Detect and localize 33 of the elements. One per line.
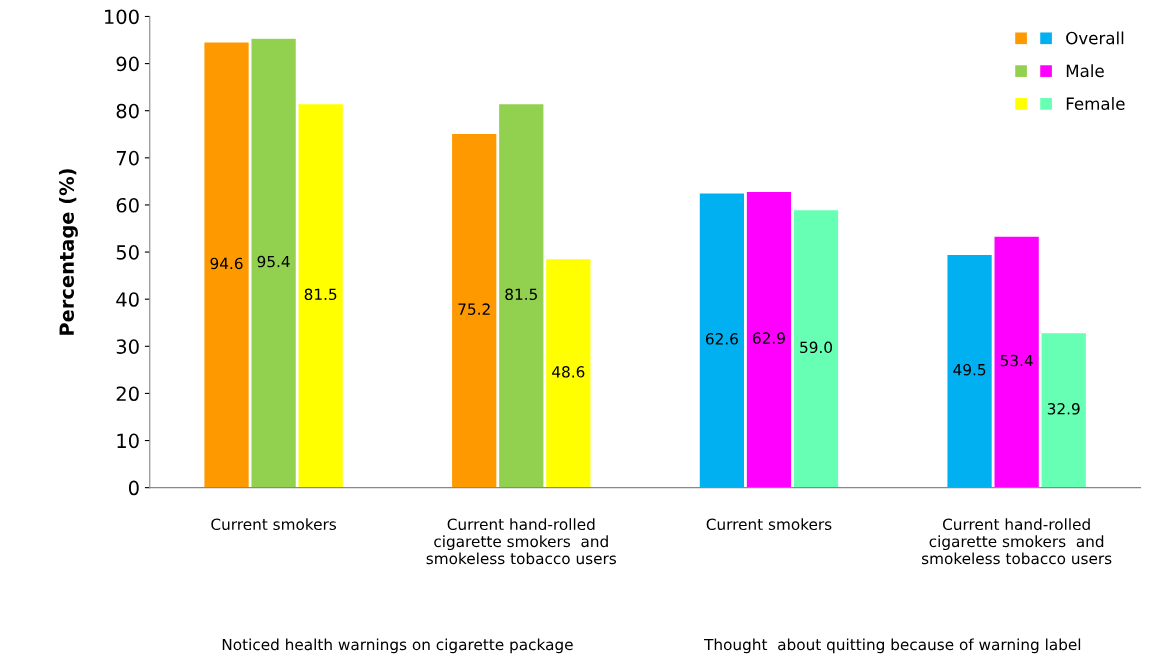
data-label: 94.6 bbox=[210, 257, 243, 270]
data-label: 81.5 bbox=[304, 288, 337, 301]
y-tick-label: 90 bbox=[116, 56, 139, 72]
x-tick-label: Current hand-rolled cigarette smokers and smokeless tobacco users bbox=[921, 518, 1112, 565]
data-label: 75.2 bbox=[458, 303, 490, 315]
text: Noticed health warnings on cigarette package bbox=[222, 638, 573, 654]
data-label: 62.6 bbox=[705, 333, 738, 345]
y-tick-label: 60 bbox=[116, 197, 139, 213]
x-tick-label: Current hand-rolled cigarette smokers and smokeless tobacco users bbox=[426, 518, 617, 565]
legend-label: Overall bbox=[1066, 31, 1124, 45]
data-label: 81.5 bbox=[505, 288, 537, 301]
text: Thought about quitting because of warning label bbox=[704, 638, 1081, 654]
data-label: 59.0 bbox=[800, 341, 833, 354]
legend-label: Female bbox=[1066, 97, 1125, 110]
data-label: 32.9 bbox=[1047, 403, 1080, 415]
x-tick-label: Current smokers bbox=[211, 518, 337, 531]
y-tick-label: 0 bbox=[128, 480, 139, 496]
data-label: 62.9 bbox=[753, 332, 785, 344]
y-tick-label: 80 bbox=[116, 103, 139, 119]
y-tick-label: 30 bbox=[116, 339, 139, 354]
y-tick-label: 20 bbox=[116, 386, 139, 402]
y-tick-label: 100 bbox=[105, 9, 139, 25]
legend-label: Male bbox=[1066, 64, 1104, 78]
data-label: 95.4 bbox=[257, 255, 290, 268]
y-tick-label: 70 bbox=[116, 150, 139, 166]
x-tick-label: Current smokers bbox=[706, 518, 832, 531]
data-label: 49.5 bbox=[953, 363, 986, 376]
y-tick-label: 40 bbox=[116, 292, 139, 307]
y-tick-label: 10 bbox=[117, 433, 139, 449]
data-label: 53.4 bbox=[1000, 354, 1033, 367]
data-label: 48.6 bbox=[552, 366, 585, 378]
y-tick-label: 50 bbox=[116, 245, 139, 260]
y-axis-title: Percentage (%) bbox=[58, 169, 78, 335]
